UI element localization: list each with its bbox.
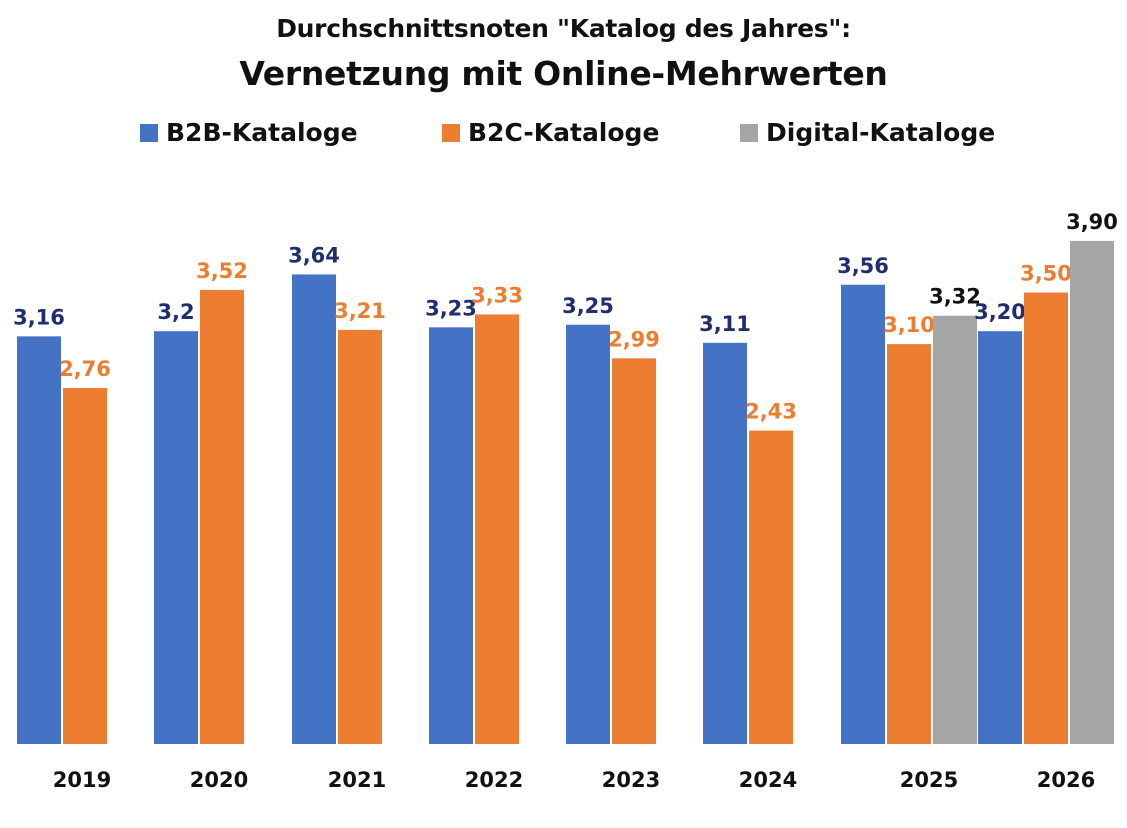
x-tick-label-2020: 2020 (190, 768, 248, 792)
data-label-2020-b2b-kataloge: 3,2 (157, 300, 194, 324)
data-label-2025-b2c-kataloge: 3,10 (883, 313, 935, 337)
data-label-2025-b2b-kataloge: 3,56 (837, 254, 889, 278)
legend-swatch-b2c (442, 123, 460, 142)
legend-swatch-b2b (140, 123, 158, 142)
chart-title: Vernetzung mit Online-Mehrwerten (239, 54, 888, 93)
x-tick-label-2021: 2021 (328, 768, 386, 792)
bar-2019-b2c-kataloge (63, 387, 107, 744)
bar-2021-b2c-kataloge (338, 329, 382, 744)
x-tick-label-2026: 2026 (1037, 768, 1095, 792)
data-label-2020-b2c-kataloge: 3,52 (196, 259, 248, 283)
bar-2026-b2c-kataloge (1024, 292, 1068, 744)
data-label-2023-b2c-kataloge: 2,99 (608, 327, 660, 351)
data-label-2024-b2b-kataloge: 3,11 (699, 312, 751, 336)
data-label-2026-b2b-kataloge: 3,20 (974, 300, 1026, 324)
bar-2020-b2c-kataloge (200, 289, 244, 744)
x-tick-label-2019: 2019 (53, 768, 111, 792)
bar-2022-b2b-kataloge (429, 327, 473, 744)
data-label-2021-b2b-kataloge: 3,64 (288, 243, 340, 267)
data-label-2024-b2c-kataloge: 2,43 (745, 400, 797, 424)
data-label-2021-b2c-kataloge: 3,21 (334, 299, 386, 323)
bar-2025-digital-kataloge (933, 315, 977, 744)
bar-2021-b2b-kataloge (292, 274, 336, 744)
bar-2023-b2c-kataloge (612, 358, 656, 744)
legend-label-b2b: B2B-Kataloge (166, 118, 358, 147)
data-label-2025-digital-kataloge: 3,32 (929, 285, 981, 309)
data-label-2022-b2c-kataloge: 3,33 (471, 283, 523, 307)
bar-2019-b2b-kataloge (17, 336, 61, 744)
legend-label-digital: Digital-Kataloge (766, 118, 996, 147)
x-tick-label-2022: 2022 (465, 768, 523, 792)
bar-chart: 3,162,7620193,23,5220203,643,2120213,233… (13, 210, 1118, 792)
x-tick-label-2023: 2023 (602, 768, 660, 792)
legend-item-b2c: B2C-Kataloge (442, 118, 659, 147)
bar-2022-b2c-kataloge (475, 314, 519, 744)
bar-2025-b2c-kataloge (887, 344, 931, 744)
bar-2024-b2c-kataloge (749, 430, 793, 744)
data-label-2026-digital-kataloge: 3,90 (1066, 210, 1118, 234)
bar-2024-b2b-kataloge (703, 342, 747, 744)
bar-2026-digital-kataloge (1070, 240, 1114, 744)
legend-label-b2c: B2C-Kataloge (468, 118, 660, 147)
bar-2025-b2b-kataloge (841, 284, 885, 744)
x-tick-label-2025: 2025 (900, 768, 958, 792)
data-label-2022-b2b-kataloge: 3,23 (425, 296, 477, 320)
legend-swatch-digital (740, 123, 758, 142)
bar-2020-b2b-kataloge (154, 331, 198, 744)
data-label-2023-b2b-kataloge: 3,25 (562, 294, 614, 318)
bar-2026-b2b-kataloge (978, 331, 1022, 744)
data-label-2019-b2b-kataloge: 3,16 (13, 305, 65, 329)
bar-2023-b2b-kataloge (566, 324, 610, 744)
x-tick-label-2024: 2024 (739, 768, 797, 792)
data-label-2019-b2c-kataloge: 2,76 (59, 357, 111, 381)
chart-legend: B2B-Kataloge B2C-Kataloge Digital-Katalo… (0, 118, 1127, 154)
legend-item-digital: Digital-Kataloge (740, 118, 995, 147)
legend-item-b2b: B2B-Kataloge (140, 118, 358, 147)
data-label-2026-b2c-kataloge: 3,50 (1020, 262, 1072, 286)
chart-subtitle: Durchschnittsnoten "Katalog des Jahres": (276, 14, 851, 43)
